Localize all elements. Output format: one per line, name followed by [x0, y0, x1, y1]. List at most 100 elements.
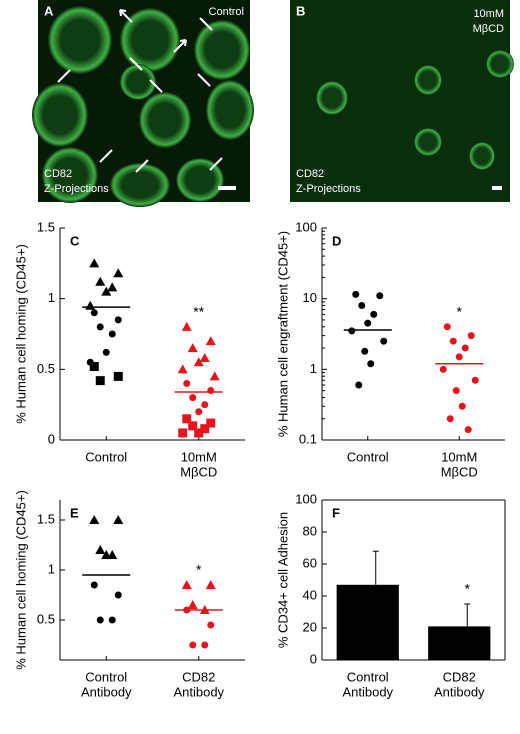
data-point: [446, 415, 454, 423]
image-caption: CD82: [44, 168, 72, 180]
y-tick-label: 60: [303, 555, 317, 570]
image-label: MβCD: [473, 23, 504, 35]
significance: *: [465, 581, 471, 597]
data-point: [200, 424, 210, 434]
y-tick-label: 1: [48, 561, 55, 576]
y-tick-label: 1: [48, 290, 55, 305]
data-point: [358, 302, 366, 310]
y-axis-label: % Human cell engraftment (CD45+): [275, 231, 290, 437]
data-point: [458, 402, 466, 410]
y-axis-label: % CD34+ cell Adhesion: [275, 512, 290, 648]
data-point: [107, 282, 118, 292]
data-point: [113, 371, 123, 381]
data-point: [96, 323, 104, 331]
data-point: [85, 300, 96, 310]
data-point: [206, 418, 216, 428]
data-point: [96, 616, 104, 624]
data-point: [205, 336, 216, 346]
x-tick-label: Antibody: [173, 684, 224, 699]
data-point: [89, 515, 100, 524]
data-point: [188, 421, 198, 431]
y-tick-label: 1.5: [37, 219, 55, 234]
data-point: [108, 330, 116, 338]
x-tick-label: Antibody: [434, 684, 485, 699]
data-point: [370, 310, 378, 318]
data-point: [181, 321, 192, 331]
data-point: [114, 316, 122, 324]
x-tick-label: Control: [347, 669, 389, 684]
data-point: [461, 344, 469, 352]
image-caption: Z-Projections: [44, 183, 109, 195]
data-point: [177, 364, 188, 374]
x-tick-label: Antibody: [342, 684, 393, 699]
data-point: [449, 337, 457, 345]
data-point: [467, 332, 475, 340]
data-point: [113, 515, 124, 524]
y-tick-label: 0: [310, 651, 317, 666]
x-tick-label: Control: [85, 669, 127, 684]
y-tick-label: 0.5: [37, 611, 55, 626]
y-tick-label: 0: [48, 431, 55, 446]
data-point: [201, 401, 209, 409]
image-a: A Control CD82 Z-Projections: [32, 0, 254, 207]
data-point: [380, 337, 388, 345]
data-point: [90, 309, 98, 317]
x-tick-label: MβCD: [441, 464, 478, 479]
image-caption: CD82: [296, 168, 324, 180]
panel-letter: B: [296, 3, 305, 18]
data-point: [355, 381, 363, 389]
data-point: [95, 276, 106, 286]
data-point: [207, 621, 215, 629]
y-tick-label: 40: [303, 587, 317, 602]
data-point: [187, 600, 198, 609]
x-tick-label: 10mM: [181, 449, 217, 464]
panel-letter: C: [70, 233, 80, 248]
data-point: [90, 581, 98, 589]
y-tick-label: 100: [295, 491, 317, 506]
data-point: [89, 258, 100, 268]
data-point: [348, 327, 356, 335]
data-point: [199, 353, 210, 363]
y-tick-label: 0.1: [299, 431, 317, 446]
y-tick-label: 1.5: [37, 511, 55, 526]
data-point: [193, 357, 204, 367]
image-label: Control: [209, 6, 244, 18]
panel-letter: F: [332, 505, 340, 520]
data-point: [471, 376, 479, 384]
image-label: 10mM: [473, 8, 504, 20]
data-point: [102, 348, 110, 356]
y-axis-label: % Human cell homing (CD45+): [13, 490, 28, 670]
data-point: [439, 365, 447, 373]
data-point: [194, 428, 204, 438]
data-point: [101, 286, 112, 296]
y-tick-label: 20: [303, 619, 317, 634]
panel-letter: D: [332, 233, 341, 248]
y-tick-label: 100: [295, 219, 317, 234]
data-point: [201, 641, 209, 649]
data-point: [178, 428, 188, 438]
data-point: [367, 360, 375, 368]
y-tick-label: 10: [303, 290, 317, 305]
data-point: [187, 343, 198, 353]
data-point: [95, 376, 105, 386]
panel-letter: E: [70, 505, 79, 520]
data-point: [464, 426, 472, 434]
x-tick-label: MβCD: [180, 464, 217, 479]
panel-letter: A: [44, 3, 54, 18]
data-point: [113, 268, 124, 278]
bar: [336, 584, 399, 660]
data-point: [89, 362, 99, 372]
data-point: [181, 580, 192, 589]
x-tick-label: Control: [347, 449, 389, 464]
data-point: [205, 580, 216, 589]
data-point: [189, 641, 197, 649]
data-point: [108, 616, 116, 624]
data-point: [352, 290, 360, 298]
data-point: [101, 550, 112, 559]
y-axis-label: % Human cell homing (CD45+): [13, 244, 28, 424]
image-b: B 10mM MβCD CD82 Z-Projections: [290, 0, 514, 202]
data-point: [195, 408, 203, 416]
data-point: [207, 387, 215, 395]
significance: *: [457, 303, 463, 319]
